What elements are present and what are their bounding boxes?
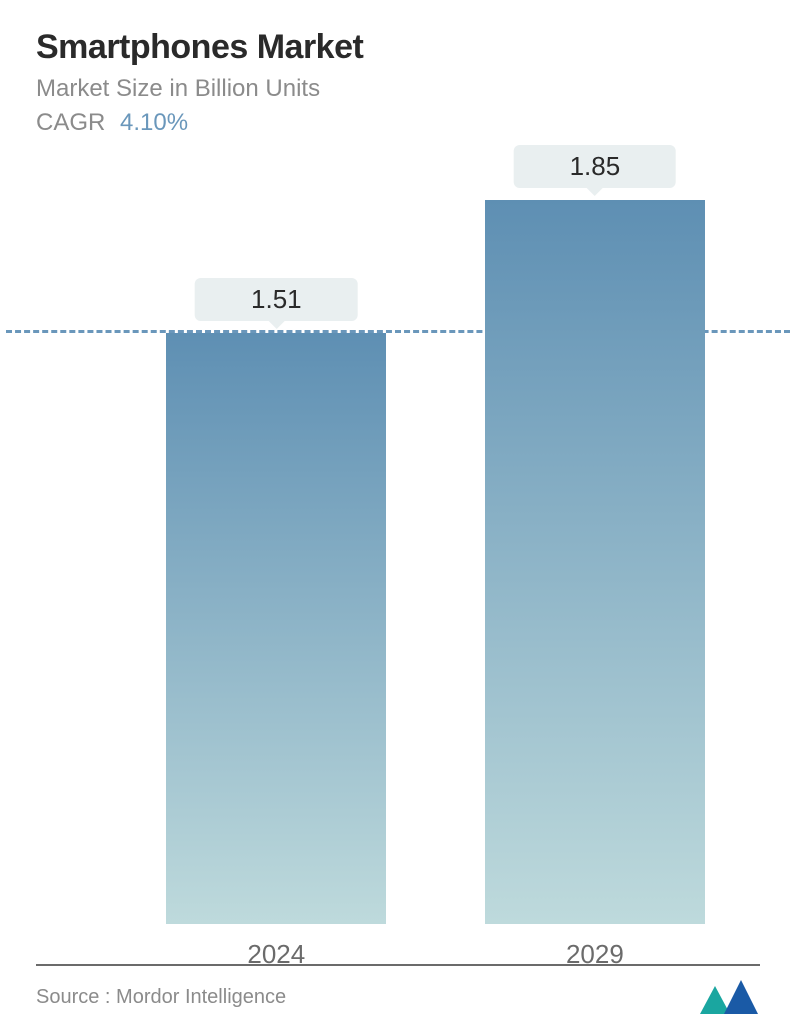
chart-area: 1.512024 1.852029 (36, 200, 760, 924)
cagr-line: CAGR 4.10% (36, 109, 760, 137)
chart-subtitle: Market Size in Billion Units (36, 75, 760, 103)
chart-container: Smartphones Market Market Size in Billio… (0, 0, 796, 1034)
cagr-label: CAGR (36, 109, 105, 136)
bar-2029: 1.852029 (485, 200, 705, 924)
footer: Source : Mordor Intelligence (36, 964, 760, 1014)
bar-2024: 1.512024 (166, 333, 386, 924)
chart-title: Smartphones Market (36, 28, 760, 67)
bar-fill (166, 333, 386, 924)
bar-fill (485, 200, 705, 924)
source-text: Source : Mordor Intelligence (36, 986, 286, 1009)
brand-logo-icon (700, 980, 760, 1014)
value-badge: 1.85 (514, 145, 677, 188)
value-badge: 1.51 (195, 278, 358, 321)
cagr-value: 4.10% (120, 109, 188, 136)
